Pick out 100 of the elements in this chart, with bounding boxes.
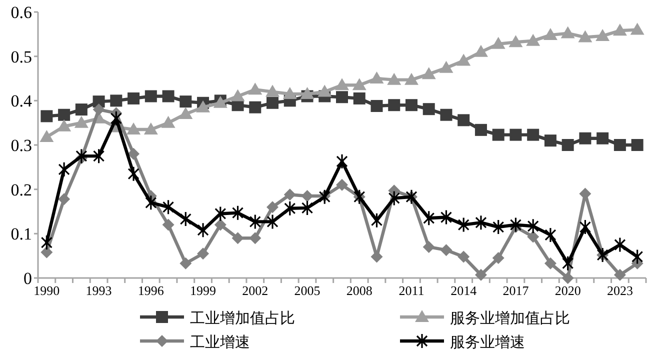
x-tick-label: 1990 (34, 283, 60, 298)
point (370, 212, 383, 228)
point (180, 96, 192, 108)
x-tick-label: 2020 (554, 283, 581, 298)
point (248, 82, 262, 95)
point (178, 106, 193, 119)
point (612, 24, 627, 36)
point (543, 28, 558, 40)
point (422, 240, 435, 253)
y-tick-label: 0.4 (10, 92, 32, 111)
point (197, 248, 210, 260)
point (527, 128, 540, 141)
y-tick-label: 0.3 (10, 136, 32, 155)
point (458, 250, 470, 263)
point (508, 35, 523, 48)
point (562, 272, 574, 284)
point (596, 28, 610, 41)
point (162, 218, 174, 231)
point (614, 139, 626, 151)
x-tick-label: 2008 (346, 283, 372, 298)
point (632, 248, 644, 265)
point (579, 132, 592, 144)
point (197, 222, 209, 238)
point (388, 99, 400, 112)
point (562, 256, 574, 272)
legend-label: 工业增速 (190, 333, 250, 351)
point (614, 236, 626, 253)
point (282, 87, 297, 100)
point (128, 92, 140, 104)
y-tick-label: 0.2 (10, 180, 32, 200)
point (40, 234, 52, 250)
x-tick-label: 1996 (138, 283, 164, 298)
point (40, 246, 53, 258)
point (58, 193, 70, 206)
point (544, 227, 556, 243)
point (596, 132, 609, 144)
point (57, 119, 72, 132)
point (336, 154, 348, 170)
point (58, 162, 70, 178)
point (510, 217, 522, 233)
point (492, 128, 504, 141)
point (301, 200, 314, 216)
point (214, 218, 226, 231)
point (214, 206, 226, 222)
point (422, 103, 435, 116)
point (162, 90, 174, 102)
point (40, 110, 53, 122)
legend-label: 服务业增速 (450, 333, 525, 351)
point (266, 84, 280, 97)
point (336, 91, 348, 104)
point (75, 104, 88, 116)
point (353, 92, 366, 104)
point (144, 122, 158, 134)
x-tick-label: 1999 (190, 283, 216, 298)
point (387, 72, 402, 85)
point (336, 178, 348, 191)
point (266, 214, 278, 230)
point (162, 199, 174, 215)
point (544, 134, 556, 147)
y-tick-label: 0.5 (10, 47, 32, 66)
point (491, 36, 506, 49)
point (145, 194, 157, 210)
point (458, 114, 470, 126)
point (58, 108, 70, 121)
x-tick-label: 2017 (502, 283, 530, 298)
point (440, 244, 452, 256)
point (370, 100, 383, 112)
point (560, 26, 575, 38)
point (232, 232, 244, 244)
point (440, 209, 452, 226)
point (370, 72, 384, 84)
x-tick-label: 2023 (606, 283, 633, 298)
point (630, 22, 644, 35)
point (110, 94, 122, 107)
y-tick-label: 0.1 (10, 224, 32, 244)
point (249, 214, 261, 230)
point (126, 122, 141, 134)
point (180, 211, 192, 227)
point (352, 78, 366, 90)
point (284, 200, 296, 216)
x-tick-label: 2014 (450, 283, 478, 298)
point (249, 232, 262, 244)
point (300, 87, 314, 100)
point (230, 89, 245, 102)
x-tick-label: 1993 (86, 283, 112, 298)
point (439, 60, 454, 73)
point (74, 116, 88, 128)
point (474, 124, 487, 136)
point (232, 205, 244, 221)
point (474, 268, 487, 281)
point (579, 219, 591, 235)
point (144, 90, 157, 102)
point (405, 99, 418, 112)
point (196, 100, 210, 112)
point (388, 190, 400, 206)
point (544, 257, 556, 270)
point (266, 201, 279, 214)
point (492, 252, 504, 264)
point (92, 104, 105, 116)
point (318, 84, 332, 97)
